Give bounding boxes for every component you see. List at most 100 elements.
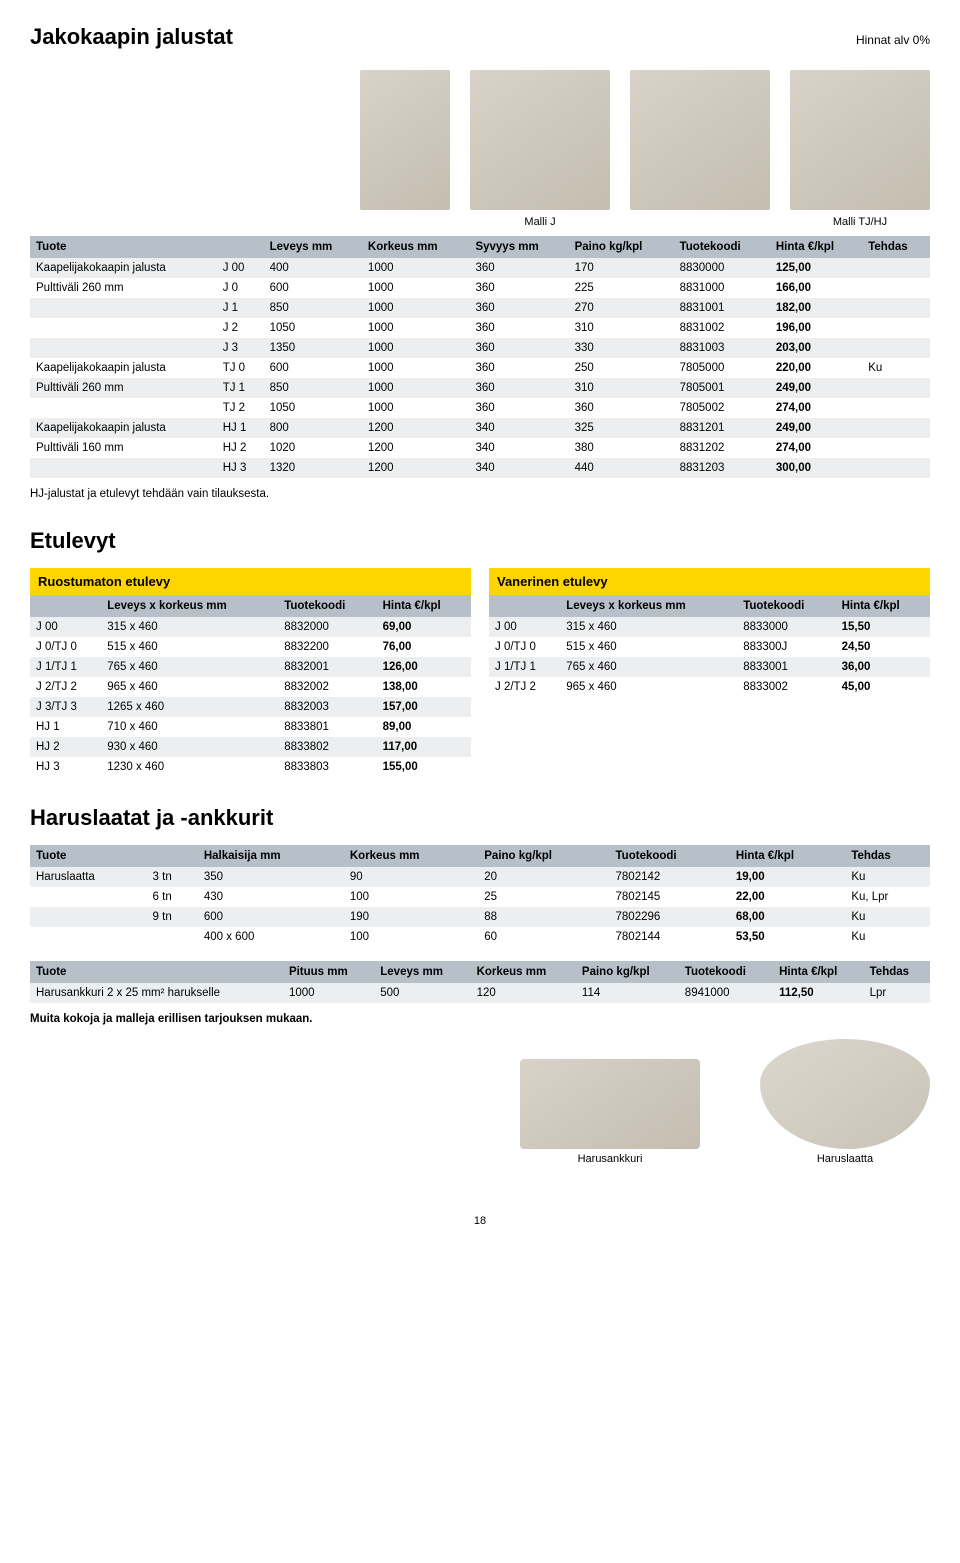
vanerinen-header: Vanerinen etulevy [489, 568, 930, 595]
column-header: Halkaisija mm [198, 845, 344, 867]
table-cell: Lpr [864, 983, 930, 1003]
ruostumaton-table: Leveys x korkeus mmTuotekoodiHinta €/kpl… [30, 595, 471, 777]
table-cell [30, 458, 217, 478]
table-cell: 274,00 [770, 398, 862, 418]
table-cell: 138,00 [377, 677, 471, 697]
column-header [147, 845, 198, 867]
table-cell: 60 [478, 927, 609, 947]
table-cell: 166,00 [770, 278, 862, 298]
table-cell: 1000 [362, 338, 470, 358]
table-row: TJ 2105010003603607805002274,00 [30, 398, 930, 418]
table-cell [862, 278, 930, 298]
haruslaatat-title: Haruslaatat ja -ankkurit [30, 805, 930, 831]
table-cell: 315 x 460 [560, 617, 737, 637]
table-cell: 7802296 [610, 907, 730, 927]
table-cell: 1000 [362, 378, 470, 398]
table-cell: 25 [478, 887, 609, 907]
table-row: HJ 2930 x 4608833802117,00 [30, 737, 471, 757]
table-row: J 185010003602708831001182,00 [30, 298, 930, 318]
table-cell [147, 927, 198, 947]
table-cell: 360 [469, 398, 568, 418]
table-row: HJ 1710 x 460883380189,00 [30, 717, 471, 737]
column-header: Paino kg/kpl [478, 845, 609, 867]
table-cell: 360 [469, 298, 568, 318]
table-cell [30, 927, 147, 947]
table-cell [862, 298, 930, 318]
table-row: HJ 3132012003404408831203300,00 [30, 458, 930, 478]
table-cell: 360 [469, 338, 568, 358]
table-cell: 8831201 [674, 418, 770, 438]
table-cell: J 1 [217, 298, 264, 318]
table-cell: HJ 1 [217, 418, 264, 438]
haruslaatta-label: Haruslaatta [760, 1153, 930, 1165]
hj-note: HJ-jalustat ja etulevyt tehdään vain til… [30, 488, 930, 500]
table-cell: 22,00 [730, 887, 845, 907]
table-cell: 112,50 [773, 983, 864, 1003]
column-header: Tuotekoodi [278, 595, 376, 617]
table-cell: 8832200 [278, 637, 376, 657]
table-cell: 270 [569, 298, 674, 318]
table-row: J 00315 x 460883300015,50 [489, 617, 930, 637]
column-header: Tuote [30, 845, 147, 867]
table-row: J 0/TJ 0515 x 460883220076,00 [30, 637, 471, 657]
table-cell: 250 [569, 358, 674, 378]
table-cell: 500 [374, 983, 470, 1003]
table-row: 400 x 60010060780214453,50Ku [30, 927, 930, 947]
table-row: Pulttiväli 160 mmHJ 21020120034038088312… [30, 438, 930, 458]
product-image [470, 70, 610, 210]
product-images [30, 70, 930, 210]
table-cell: 36,00 [836, 657, 930, 677]
product-image [790, 70, 930, 210]
table-cell: 88 [478, 907, 609, 927]
table-cell: 249,00 [770, 378, 862, 398]
table-cell: 1200 [362, 418, 470, 438]
table-cell: 380 [569, 438, 674, 458]
column-header: Korkeus mm [471, 961, 576, 983]
table-cell: 6 tn [147, 887, 198, 907]
table-cell: Ku, Lpr [845, 887, 930, 907]
column-header [217, 236, 264, 258]
table-cell: Ku [845, 867, 930, 887]
table-cell: 360 [469, 278, 568, 298]
table-cell [862, 398, 930, 418]
table-cell: 76,00 [377, 637, 471, 657]
table-cell: 8831203 [674, 458, 770, 478]
table-row: Pulttiväli 260 mmJ 060010003602258831000… [30, 278, 930, 298]
column-header: Tuotekoodi [610, 845, 730, 867]
table-cell: 1200 [362, 438, 470, 458]
table-cell: 117,00 [377, 737, 471, 757]
table-cell: 114 [576, 983, 679, 1003]
table-cell: Kaapelijakokaapin jalusta [30, 418, 217, 438]
table-cell: 515 x 460 [560, 637, 737, 657]
etulevyt-title: Etulevyt [30, 528, 930, 554]
column-header: Tuote [30, 961, 283, 983]
table-cell: 24,50 [836, 637, 930, 657]
table-cell: 325 [569, 418, 674, 438]
table-cell: 1000 [283, 983, 374, 1003]
table-row: J 00315 x 460883200069,00 [30, 617, 471, 637]
table-cell: HJ 3 [30, 757, 101, 777]
column-header: Tehdas [862, 236, 930, 258]
table-cell: 90 [344, 867, 478, 887]
table-cell: 340 [469, 458, 568, 478]
column-header: Tehdas [864, 961, 930, 983]
table-cell: 430 [198, 887, 344, 907]
column-header: Paino kg/kpl [576, 961, 679, 983]
column-header: Hinta €/kpl [836, 595, 930, 617]
column-header: Tuotekoodi [674, 236, 770, 258]
harusankkuri-table: TuotePituus mmLeveys mmKorkeus mmPaino k… [30, 961, 930, 1003]
table-cell: Kaapelijakokaapin jalusta [30, 358, 217, 378]
table-cell: 340 [469, 438, 568, 458]
table-cell: Haruslaatta [30, 867, 147, 887]
table-cell: 800 [264, 418, 362, 438]
table-row: Harusankkuri 2 x 25 mm² harukselle100050… [30, 983, 930, 1003]
table-row: J 1/TJ 1765 x 4608832001126,00 [30, 657, 471, 677]
column-header [489, 595, 560, 617]
table-cell: 100 [344, 887, 478, 907]
table-cell: 350 [198, 867, 344, 887]
caption-malli-tjhj: Malli TJ/HJ [790, 216, 930, 228]
table-cell: 515 x 460 [101, 637, 278, 657]
table-cell: 8831001 [674, 298, 770, 318]
table-cell: 360 [469, 358, 568, 378]
table-row: J 3135010003603308831003203,00 [30, 338, 930, 358]
